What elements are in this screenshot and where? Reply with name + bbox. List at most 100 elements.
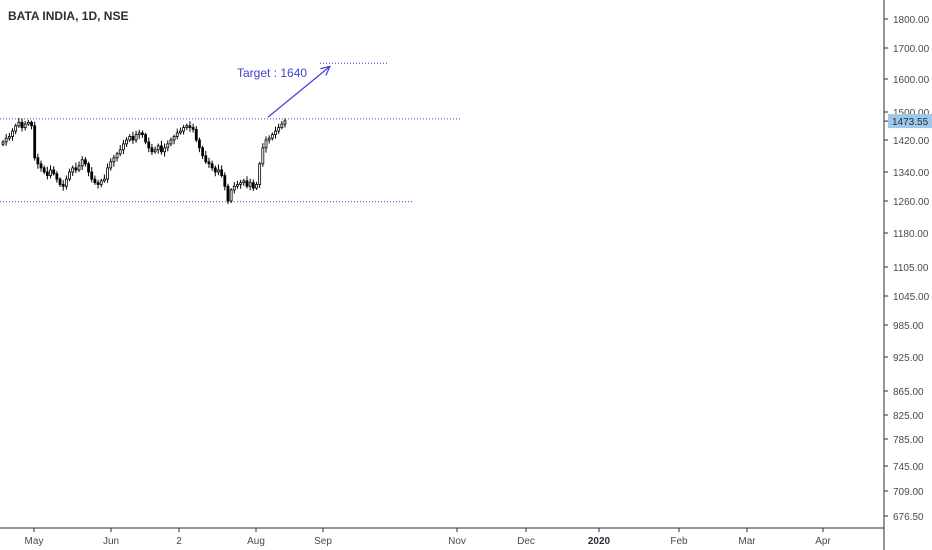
x-axis[interactable]: May Jun 2 Aug Sep Nov Dec 2020 Feb Mar Apr [25,528,832,547]
candle [115,151,119,162]
candle [83,156,87,167]
candle [163,143,166,157]
candle [217,164,220,176]
candle [90,167,94,183]
candle [68,168,71,182]
candle [128,134,132,142]
candle [106,163,109,183]
candle-body [134,134,138,141]
candle [134,130,138,143]
candle-body [118,149,122,155]
candle-body [20,121,24,128]
y-tick-label: 709.00 [893,487,924,498]
y-tick-label: 825.00 [893,411,924,422]
candle-body [169,139,173,145]
y-tick-label: 1260.00 [893,197,930,208]
candle [172,134,176,145]
candle-body [229,189,233,202]
y-tick-label: 785.00 [893,435,924,446]
candle [33,121,37,161]
candle-body [115,153,119,159]
candle [39,160,43,172]
candle [210,160,214,171]
candle-body [201,147,205,157]
candle [175,128,179,140]
candle [160,140,163,155]
candle [1,140,5,147]
candle-body [182,127,186,132]
y-tick-label: 676.50 [893,512,924,523]
candle-body [4,137,8,143]
target-annotation: Target : 1640 [237,65,332,118]
candle [4,133,8,146]
target-arrow [267,65,331,118]
candle [30,120,33,130]
x-tick-label: 2020 [588,536,611,547]
candle [122,140,125,155]
y-axis[interactable]: 1800.00 1700.00 1600.00 1500.00 1420.00 1340.… [884,15,930,523]
candle-body [283,120,287,125]
candle-body [239,182,243,185]
candle-body [33,125,37,159]
candle [283,118,287,128]
candle-body [109,161,113,169]
candle-body [175,132,179,137]
candle-body [188,125,192,128]
candle-body [274,130,277,136]
candle-body [36,157,40,165]
target-arrowhead [320,65,332,76]
candle-body [258,163,262,185]
candle [137,129,141,139]
candle [109,158,113,171]
candle-body [39,163,43,169]
chart-title: BATA INDIA, 1D, NSE [8,9,128,23]
candle-body [261,147,265,165]
y-tick-label: 1340.00 [893,168,930,179]
candle [80,156,84,170]
candle-body [251,182,255,189]
candle [36,153,40,169]
candle [194,126,198,143]
candle [125,137,128,148]
candle-body [61,184,65,187]
candle-body [191,127,195,130]
candle [261,143,265,167]
candle-body [68,171,71,180]
candle [144,132,147,145]
candle-body [255,184,258,189]
candle-body [179,130,182,134]
last-price-label: 1473.55 [892,117,929,128]
candle [232,181,236,194]
candle-body [277,127,281,132]
candle [204,150,208,164]
candle-body [210,163,214,169]
candle-body [83,159,87,165]
candles [1,117,287,205]
candle-body [207,161,211,165]
candle [182,124,186,135]
candle [255,181,258,190]
candle-body [122,143,125,151]
candle [93,175,97,185]
last-price-tag: 1473.55 [884,114,932,129]
candle-body [80,159,84,167]
candle [55,171,59,183]
candle-body [74,167,78,171]
candle-body [45,171,49,176]
candle-body [267,137,271,141]
candle [64,175,68,190]
candle-body [106,167,109,180]
candle-body [23,123,27,128]
candle-body [245,180,249,187]
candle [270,132,274,141]
candle-body [144,134,147,143]
candle-body [194,128,198,141]
candle [156,143,160,154]
candle-body [223,175,227,187]
y-tick-label: 925.00 [893,353,924,364]
candle-body [236,184,239,187]
candle [11,128,14,141]
x-tick-label: Apr [815,536,831,547]
candle-body [87,163,90,173]
